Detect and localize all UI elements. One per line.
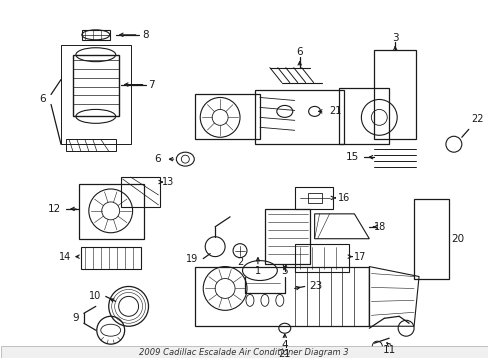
Text: 1: 1 xyxy=(254,266,261,275)
Bar xyxy=(294,187,332,209)
Bar xyxy=(264,209,309,264)
Bar xyxy=(73,55,119,116)
Bar xyxy=(307,193,321,203)
Text: 18: 18 xyxy=(373,222,386,232)
Bar xyxy=(121,177,160,207)
Text: 12: 12 xyxy=(48,204,61,214)
Bar xyxy=(79,184,143,239)
Bar xyxy=(195,94,260,139)
Bar xyxy=(373,50,415,139)
Bar xyxy=(339,87,388,144)
Text: 21: 21 xyxy=(329,107,341,116)
Bar xyxy=(66,139,116,151)
Text: 10: 10 xyxy=(88,291,101,301)
Bar xyxy=(195,266,368,326)
Bar xyxy=(1,346,487,358)
Text: 3: 3 xyxy=(391,33,398,43)
Text: 11: 11 xyxy=(382,345,395,355)
Bar xyxy=(81,30,109,40)
Text: 4: 4 xyxy=(281,340,287,350)
Text: 6: 6 xyxy=(40,94,46,104)
Text: 2009 Cadillac Escalade Air Conditioner Diagram 3: 2009 Cadillac Escalade Air Conditioner D… xyxy=(139,348,348,357)
Bar xyxy=(294,244,349,271)
Text: 19: 19 xyxy=(185,253,198,264)
Text: 9: 9 xyxy=(72,313,79,323)
Text: 7: 7 xyxy=(148,80,155,90)
Text: 17: 17 xyxy=(354,252,366,262)
Bar xyxy=(413,199,448,279)
Text: 13: 13 xyxy=(162,177,174,187)
Text: 23: 23 xyxy=(309,282,322,292)
Text: 15: 15 xyxy=(346,152,359,162)
Bar xyxy=(81,247,140,269)
Text: 8: 8 xyxy=(142,30,149,40)
Text: 21: 21 xyxy=(278,349,290,359)
Text: 16: 16 xyxy=(337,193,349,203)
Text: 20: 20 xyxy=(450,234,463,244)
Bar xyxy=(61,45,130,144)
Text: 2: 2 xyxy=(236,257,243,267)
Text: 6: 6 xyxy=(154,154,160,164)
Text: 6: 6 xyxy=(296,47,303,57)
Text: 22: 22 xyxy=(470,114,482,124)
Bar xyxy=(254,90,344,144)
Text: 5: 5 xyxy=(281,266,287,275)
Text: 14: 14 xyxy=(59,252,71,262)
